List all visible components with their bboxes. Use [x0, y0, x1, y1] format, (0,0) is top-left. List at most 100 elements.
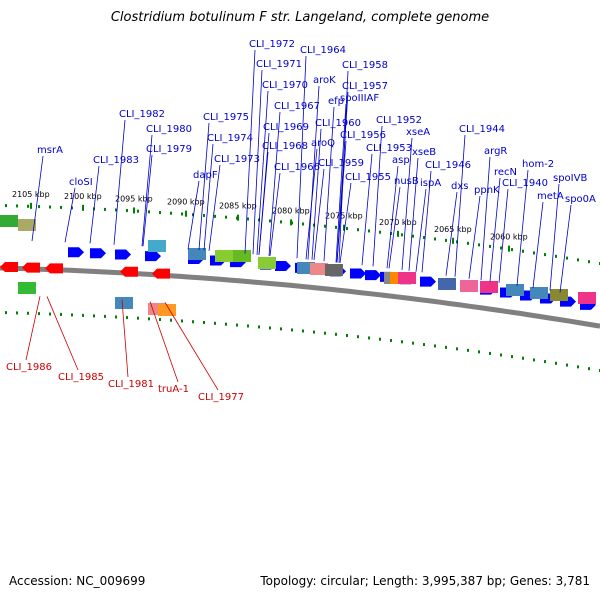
gene-feature-box [258, 257, 276, 269]
forward-leader-line [113, 119, 126, 245]
outer-tick-row-dot [379, 230, 381, 234]
forward-leader-line [198, 122, 210, 251]
forward-leader-line [361, 153, 373, 266]
reverse-gene-label: CLI_1986 [6, 362, 52, 373]
forward-leader-line [489, 177, 501, 282]
forward-gene-label: CLI_1952 [376, 115, 422, 126]
forward-gene-arrow [90, 248, 106, 259]
forward-leader-line [372, 125, 383, 267]
outer-tick-row-dot [71, 206, 73, 210]
outer-tick-row-dot [137, 209, 139, 213]
inner-tick-row-dot [357, 335, 359, 339]
outer-tick-row-dot [456, 240, 458, 244]
forward-gene-label: CLI_1975 [203, 112, 249, 123]
forward-leader-line [549, 183, 560, 291]
forward-leader-line [305, 148, 318, 260]
forward-gene-label: CLI_1946 [425, 160, 471, 171]
outer-tick-row-dot [434, 237, 436, 241]
major-tick [343, 224, 345, 231]
inner-tick-row-dot [269, 326, 271, 330]
outer-tick-row-dot [412, 234, 414, 238]
forward-gene-label: CLI_1957 [342, 81, 388, 92]
forward-leader-line [244, 49, 256, 254]
reverse-gene-arrow [152, 268, 170, 279]
gene-feature-box [530, 287, 548, 299]
forward-gene-label: CLI_1967 [274, 101, 320, 112]
forward-leader-line [307, 85, 320, 260]
inner-tick-row-dot [401, 340, 403, 344]
outer-tick-row-dot [544, 253, 546, 257]
inner-tick-row-dot [467, 348, 469, 352]
inner-tick-row-dot [203, 321, 205, 325]
inner-tick-row-dot [577, 365, 579, 369]
scale-tick-label: 2070 kbp [379, 218, 417, 227]
major-tick [508, 245, 510, 252]
inner-tick-row-dot [126, 316, 128, 320]
forward-gene-label: nusB [394, 176, 419, 187]
inner-tick-row-dot [489, 351, 491, 355]
forward-gene-label: spoIVB [553, 173, 587, 184]
inner-tick-row-dot [511, 355, 513, 359]
forward-gene-label: msrA [37, 145, 63, 156]
outer-tick-row-dot [368, 229, 370, 233]
outer-tick-row-dot [467, 241, 469, 245]
forward-gene-label: hom-2 [522, 159, 554, 170]
forward-leader-line [445, 191, 458, 276]
inner-tick-row-dot [500, 353, 502, 357]
forward-gene-label: aroQ [311, 138, 335, 149]
inner-tick-row-dot [412, 341, 414, 345]
outer-tick-row-dot [533, 251, 535, 255]
forward-leader-line [64, 187, 76, 243]
forward-gene-label: xseB [412, 147, 436, 158]
reverse-gene-label: CLI_1981 [108, 379, 154, 390]
forward-gene-label: CLI_1955 [345, 172, 391, 183]
inner-tick-row-dot [313, 330, 315, 334]
gene-feature-box [18, 219, 36, 231]
forward-leader-line [89, 165, 100, 244]
gene-feature-box [325, 264, 343, 276]
inner-tick-row-dot [544, 360, 546, 364]
reverse-leader-line [164, 302, 219, 391]
outer-tick-row-dot [269, 219, 271, 223]
outer-tick-row-dot [478, 243, 480, 247]
outer-tick-row-dot [60, 205, 62, 209]
major-tick [290, 219, 292, 226]
forward-leader-line [386, 165, 399, 269]
forward-gene-arrow [115, 249, 131, 260]
forward-gene-label: CLI_1968 [262, 141, 308, 152]
outer-tick-row-dot [225, 215, 227, 219]
forward-gene-label: recN [494, 167, 517, 178]
inner-tick-row-dot [346, 334, 348, 338]
inner-tick-row-dot [27, 311, 29, 315]
scale-tick-label: 2095 kbp [115, 194, 153, 203]
forward-gene-label: CLI_1964 [300, 45, 346, 56]
inner-tick-row-dot [566, 363, 568, 367]
inner-tick-row-dot [258, 325, 260, 329]
inner-tick-row-dot [434, 344, 436, 348]
reverse-gene-label: CLI_1977 [198, 392, 244, 403]
forward-gene-label: dapF [193, 170, 218, 181]
outer-tick-row-dot [566, 256, 568, 260]
inner-tick-row-dot [225, 322, 227, 326]
inner-tick-row-dot [588, 367, 590, 371]
forward-gene-label: CLI_1956 [340, 130, 386, 141]
scale-tick-label: 2085 kbp [219, 202, 257, 211]
gene-feature-box [188, 248, 206, 260]
forward-gene-label: aroK [313, 75, 336, 86]
scale-tick-label: 2105 kbp [12, 190, 50, 199]
inner-tick-row-dot [390, 339, 392, 343]
forward-leader-line [268, 111, 281, 256]
outer-tick-row-dot [522, 249, 524, 253]
forward-leader-line [532, 201, 544, 289]
outer-tick-row-dot [324, 224, 326, 228]
forward-leader-line [388, 186, 401, 269]
gene-feature-box [460, 280, 478, 292]
scale-tick-label: 2065 kbp [434, 225, 472, 234]
forward-gene-label: CLI_1970 [262, 80, 308, 91]
gene-feature-box [18, 282, 36, 294]
major-tick [185, 210, 187, 217]
inner-tick-row-dot [247, 324, 249, 328]
forward-gene-label: CLI_1972 [249, 39, 295, 50]
outer-tick-row-dot [126, 209, 128, 213]
